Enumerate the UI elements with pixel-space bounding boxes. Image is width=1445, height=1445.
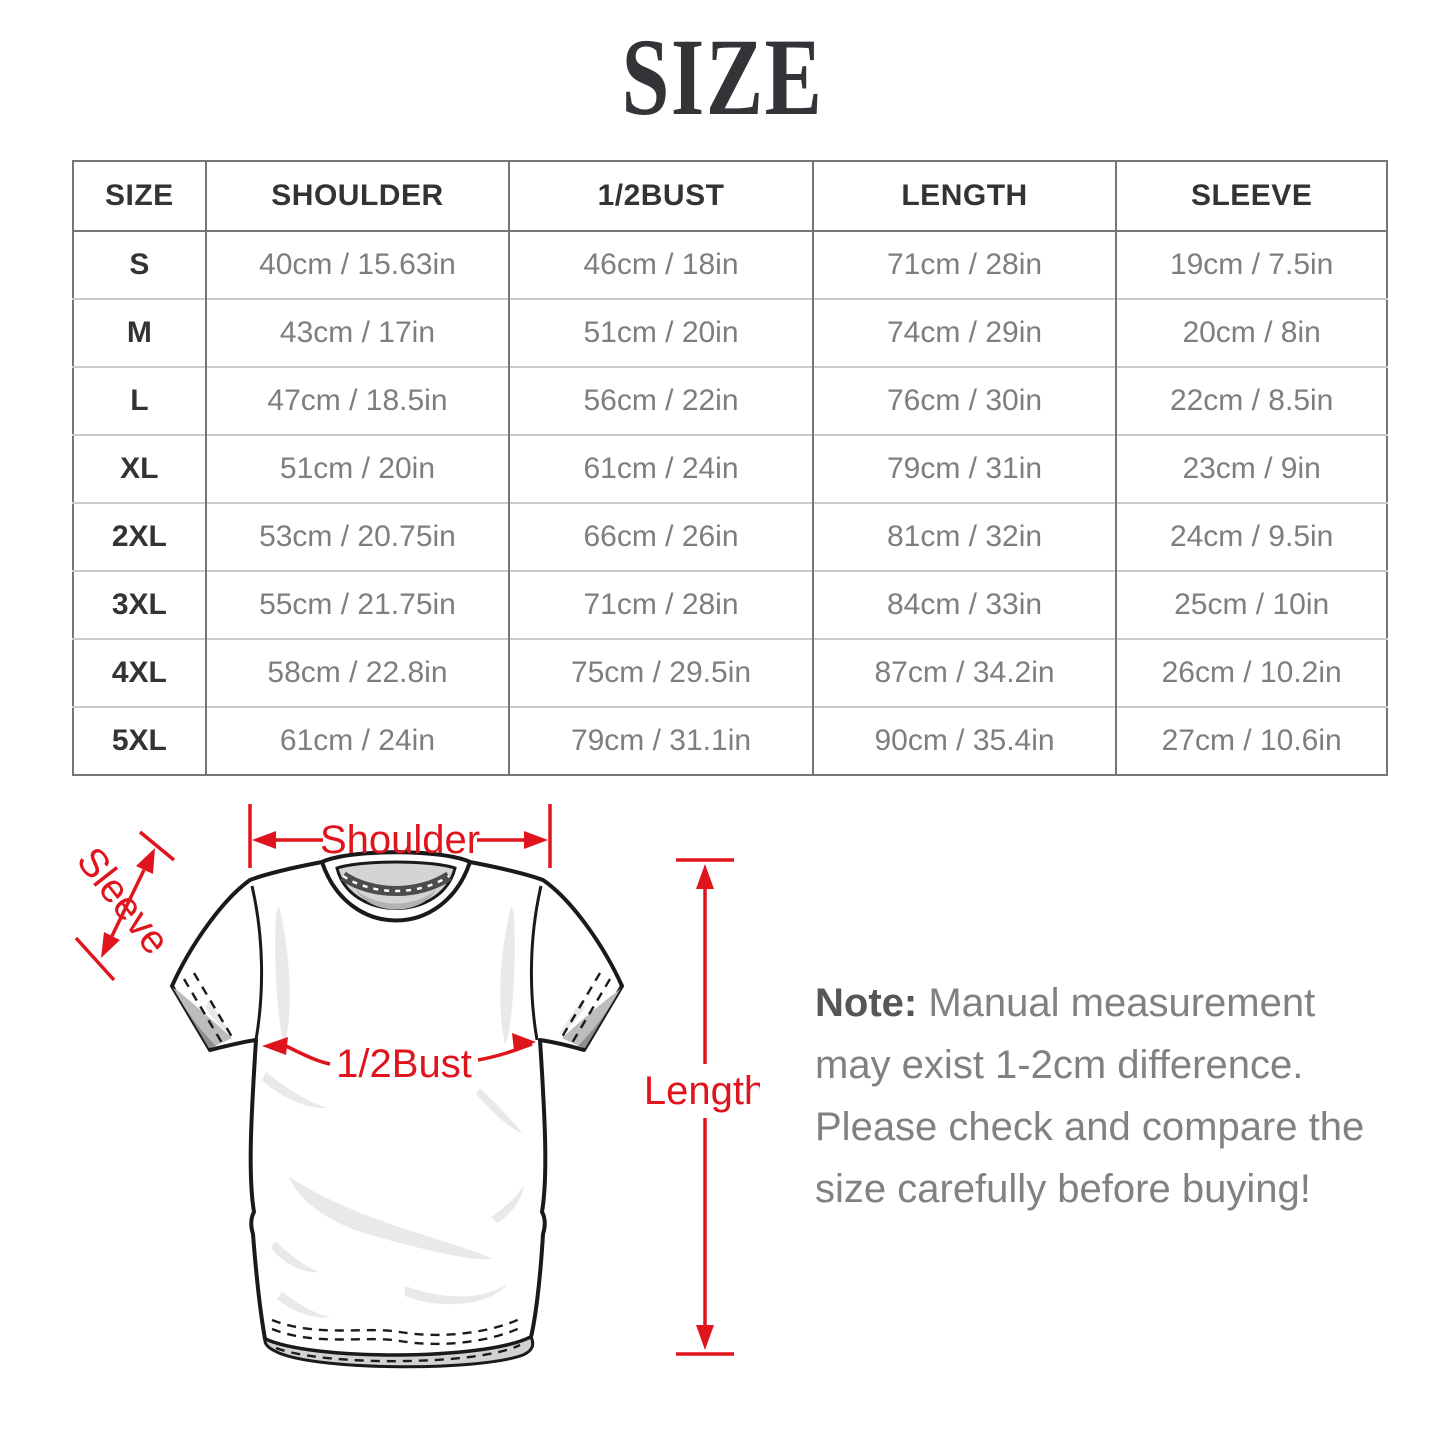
table-row: 2XL 53cm / 20.75in 66cm / 26in 81cm / 32in 2… (73, 502, 1387, 571)
tshirt-outline (170, 850, 624, 1369)
shoulder-dimension: Shoulder (248, 804, 552, 868)
collar (319, 850, 473, 923)
length-cell: 90cm / 35.4in (811, 706, 1117, 775)
shoulder-cell: 40cm / 15.63in (204, 231, 510, 299)
right-cuff (560, 972, 621, 1048)
length-dimension-label: Length (644, 1069, 760, 1113)
length-cell: 74cm / 29in (811, 298, 1117, 367)
size-cell: 4XL (73, 638, 206, 707)
bust-cell: 71cm / 28in (508, 570, 813, 639)
shoulder-cell: 43cm / 17in (204, 298, 510, 367)
shoulder-cell: 47cm / 18.5in (204, 366, 510, 435)
shoulder-cell: 58cm / 22.8in (204, 638, 510, 707)
sleeve-cell: 22cm / 8.5in (1115, 366, 1387, 435)
left-armhole-seam (250, 885, 264, 1041)
size-table: SIZE SHOULDER 1/2BUST LENGTH SLEEVE S 40c… (72, 160, 1388, 776)
shoulder-cell: 53cm / 20.75in (204, 502, 510, 571)
tshirt-measurement-diagram: Shoulder Sleeve 1/2Bust (60, 788, 760, 1445)
bust-cell: 75cm / 29.5in (508, 638, 813, 707)
column-header-length: LENGTH (811, 161, 1117, 232)
left-cuff (173, 972, 234, 1048)
bust-dimension-label: 1/2Bust (336, 1042, 472, 1086)
table-row: L 47cm / 18.5in 56cm / 22in 76cm / 30in 22cm… (73, 366, 1387, 435)
length-cell: 71cm / 28in (811, 231, 1117, 299)
length-cell: 79cm / 31in (811, 434, 1117, 503)
bust-cell: 51cm / 20in (508, 298, 813, 367)
table-row: XL 51cm / 20in 61cm / 24in 79cm / 31in 23cm … (73, 434, 1387, 503)
sleeve-cell: 24cm / 9.5in (1115, 502, 1387, 571)
bust-cell: 79cm / 31.1in (508, 706, 813, 775)
bust-cell: 46cm / 18in (508, 231, 813, 299)
size-cell: L (73, 366, 206, 435)
right-armhole-seam (529, 885, 543, 1041)
table-row: M 43cm / 17in 51cm / 20in 74cm / 29in 20cm /… (73, 298, 1387, 367)
table-row: 3XL 55cm / 21.75in 71cm / 28in 84cm / 33in 2… (73, 570, 1387, 639)
sleeve-cell: 25cm / 10in (1115, 570, 1387, 639)
bust-dimension: 1/2Bust (262, 1033, 536, 1086)
page-title: SIZE (621, 16, 824, 138)
shoulder-cell: 55cm / 21.75in (204, 570, 510, 639)
table-header-row: SIZE SHOULDER 1/2BUST LENGTH SLEEVE (73, 161, 1387, 232)
bust-cell: 66cm / 26in (508, 502, 813, 571)
sleeve-cell: 26cm / 10.2in (1115, 638, 1387, 707)
fabric-wrinkles (205, 906, 585, 1318)
note-body: Manual measurement may exist 1-2cm diffe… (815, 981, 1365, 1211)
tshirt-illustration: Shoulder Sleeve 1/2Bust (68, 804, 760, 1369)
column-header-size: SIZE (73, 161, 206, 232)
shoulder-dimension-label: Shoulder (320, 818, 480, 862)
column-header-shoulder: SHOULDER (204, 161, 510, 232)
sleeve-cell: 20cm / 8in (1115, 298, 1387, 367)
table-row: 4XL 58cm / 22.8in 75cm / 29.5in 87cm / 34.2… (73, 638, 1387, 707)
column-header-bust: 1/2BUST (508, 161, 813, 232)
size-table-body: S 40cm / 15.63in 46cm / 18in 71cm / 28in 19c… (73, 231, 1387, 775)
size-cell: S (129, 248, 150, 281)
size-cell: 5XL (73, 706, 206, 775)
shoulder-cell: 61cm / 24in (204, 706, 510, 775)
table-row: S 40cm / 15.63in 46cm / 18in 71cm / 28in 19c… (73, 231, 1387, 299)
sleeve-dimension-label: Sleeve (68, 839, 178, 962)
size-cell: XL (73, 434, 206, 503)
measurement-note: Note: Manual measurement may exist 1-2cm… (815, 972, 1393, 1220)
length-cell: 87cm / 34.2in (811, 638, 1117, 707)
bust-cell: 56cm / 22in (508, 366, 813, 435)
length-dimension: Length (644, 858, 760, 1356)
length-cell: 81cm / 32in (811, 502, 1117, 571)
sleeve-cell: 19cm / 7.5in (1115, 231, 1387, 299)
hem (263, 1315, 535, 1369)
length-cell: 76cm / 30in (811, 366, 1117, 435)
bust-cell: 61cm / 24in (508, 434, 813, 503)
length-cell: 84cm / 33in (811, 570, 1117, 639)
note-label: Note: (815, 981, 918, 1025)
column-header-sleeve: SLEEVE (1115, 161, 1387, 232)
sleeve-dimension: Sleeve (68, 830, 178, 982)
sleeve-cell: 23cm / 9in (1115, 434, 1387, 503)
shoulder-cell: 51cm / 20in (204, 434, 510, 503)
size-cell: 3XL (73, 570, 206, 639)
size-cell: M (73, 298, 206, 367)
size-cell: 2XL (73, 502, 206, 571)
sleeve-cell: 27cm / 10.6in (1115, 706, 1387, 775)
table-row: 5XL 61cm / 24in 79cm / 31.1in 90cm / 35.4in… (73, 706, 1387, 775)
